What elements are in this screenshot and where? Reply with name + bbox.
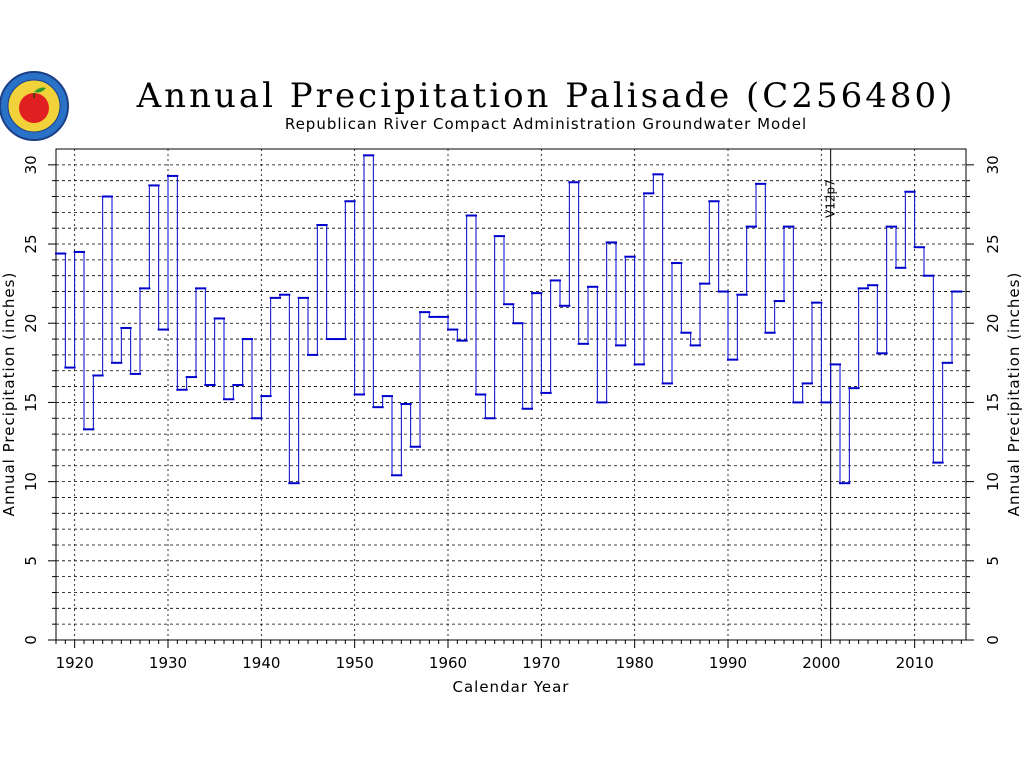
x-axis-label: Calendar Year (453, 678, 570, 696)
rrca-logo (0, 71, 69, 141)
y-tick-label-left: 25 (22, 234, 40, 253)
series-group (55, 154, 963, 485)
x-tick-label: 1990 (709, 654, 747, 672)
x-tick-label: 1920 (56, 654, 94, 672)
axis-ticks (48, 164, 974, 648)
x-tick-label: 1930 (149, 654, 187, 672)
y-tick-label-right: 5 (984, 556, 1002, 566)
y-axis-label-right: Annual Precipitation (inches) (1005, 272, 1023, 517)
x-tick-label: 2010 (896, 654, 934, 672)
y-tick-label-right: 20 (984, 314, 1002, 333)
y-tick-label-left: 30 (22, 155, 40, 174)
grid (56, 149, 966, 640)
y-tick-label-right: 30 (984, 155, 1002, 174)
y-tick-label-left: 15 (22, 393, 40, 412)
y-tick-label-right: 0 (984, 635, 1002, 645)
y-tick-label-left: 5 (22, 556, 40, 566)
x-tick-label: 1960 (429, 654, 467, 672)
chart-title: Annual Precipitation Palisade (C256480) (136, 76, 956, 116)
chart-subtitle: Republican River Compact Administration … (285, 115, 807, 133)
y-axis-label-left: Annual Precipitation (inches) (0, 272, 18, 517)
x-tick-label: 1950 (336, 654, 374, 672)
x-tick-label: 1980 (616, 654, 654, 672)
y-tick-label-left: 0 (22, 635, 40, 645)
marker-label: V12p7 (824, 179, 838, 218)
y-tick-label-left: 10 (22, 472, 40, 491)
plot-frame (55, 148, 967, 641)
y-tick-label-left: 20 (22, 314, 40, 333)
y-tick-label-right: 25 (984, 234, 1002, 253)
y-tick-label-right: 15 (984, 393, 1002, 412)
y-tick-label-right: 10 (984, 472, 1002, 491)
tick-labels: 1920 1930 1940 1950 1960 1970 1980 1990 2000 2010… (22, 155, 1002, 672)
x-tick-label: 1940 (242, 654, 280, 672)
x-tick-label: 2000 (802, 654, 840, 672)
x-tick-label: 1970 (522, 654, 560, 672)
